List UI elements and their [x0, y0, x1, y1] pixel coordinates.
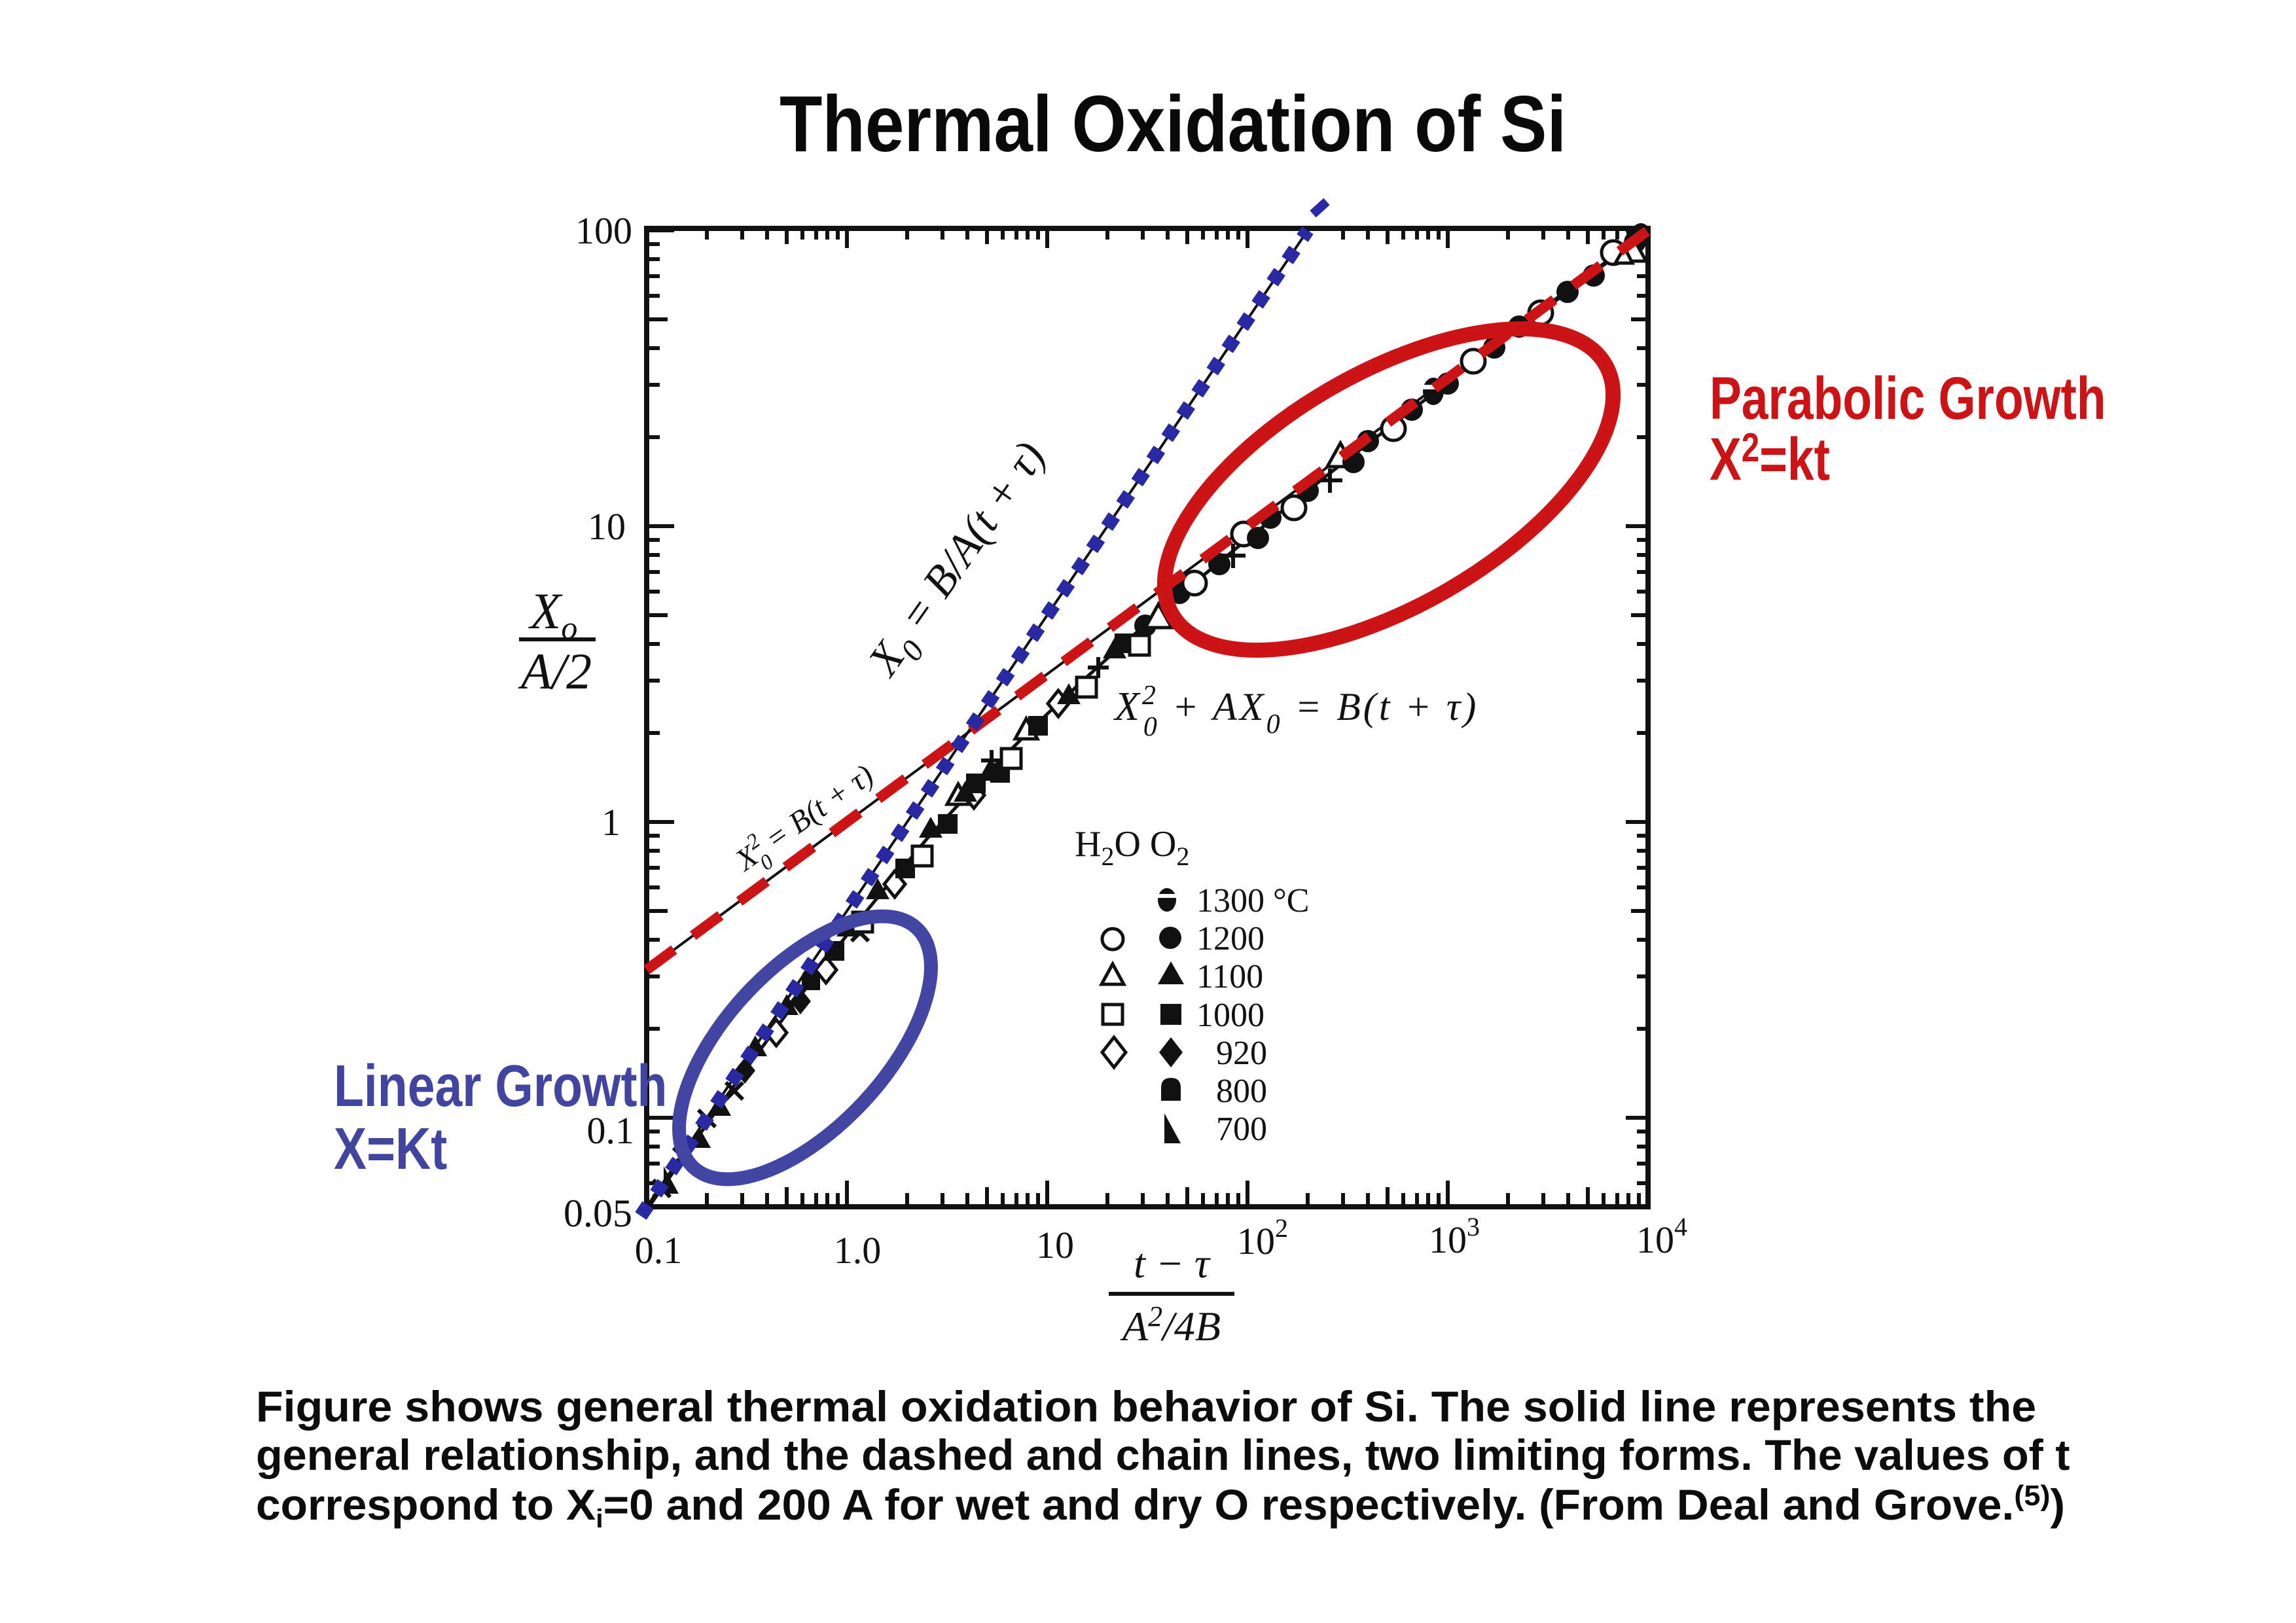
svg-text:A/2: A/2	[518, 643, 592, 700]
svg-text:t − τ: t − τ	[1134, 1240, 1211, 1287]
svg-text:1: 1	[601, 801, 620, 844]
svg-text:0.1: 0.1	[587, 1109, 635, 1152]
svg-text:1200: 1200	[1196, 920, 1265, 957]
svg-text:10: 10	[1036, 1224, 1074, 1266]
svg-text:1100: 1100	[1196, 958, 1263, 995]
svg-text:0.1: 0.1	[635, 1229, 683, 1272]
svg-text:102: 102	[1237, 1213, 1288, 1262]
svg-text:1.0: 1.0	[834, 1229, 882, 1272]
svg-text:700: 700	[1216, 1111, 1267, 1148]
svg-text:X0 = B/A(t + τ): X0 = B/A(t + τ)	[857, 433, 1063, 691]
svg-text:H2O O2: H2O O2	[1075, 824, 1189, 871]
svg-text:X20 = B(t + τ): X20 = B(t + τ)	[726, 755, 886, 887]
svg-text:104: 104	[1636, 1212, 1687, 1261]
svg-text:1000: 1000	[1196, 997, 1265, 1034]
svg-text:A2/4B: A2/4B	[1120, 1300, 1221, 1349]
svg-text:100: 100	[575, 209, 632, 252]
svg-text:X20 + AX0 = B(t + τ): X2 0 + AX0 = B(t + τ)	[1113, 681, 1479, 742]
svg-text:800: 800	[1216, 1073, 1267, 1110]
svg-text:920: 920	[1216, 1035, 1267, 1072]
svg-text:103: 103	[1429, 1212, 1480, 1261]
svg-text:1300 °C: 1300 °C	[1196, 882, 1309, 919]
svg-text:0.05: 0.05	[564, 1192, 632, 1235]
svg-text:Xo: Xo	[528, 582, 578, 646]
svg-text:10: 10	[588, 505, 626, 548]
